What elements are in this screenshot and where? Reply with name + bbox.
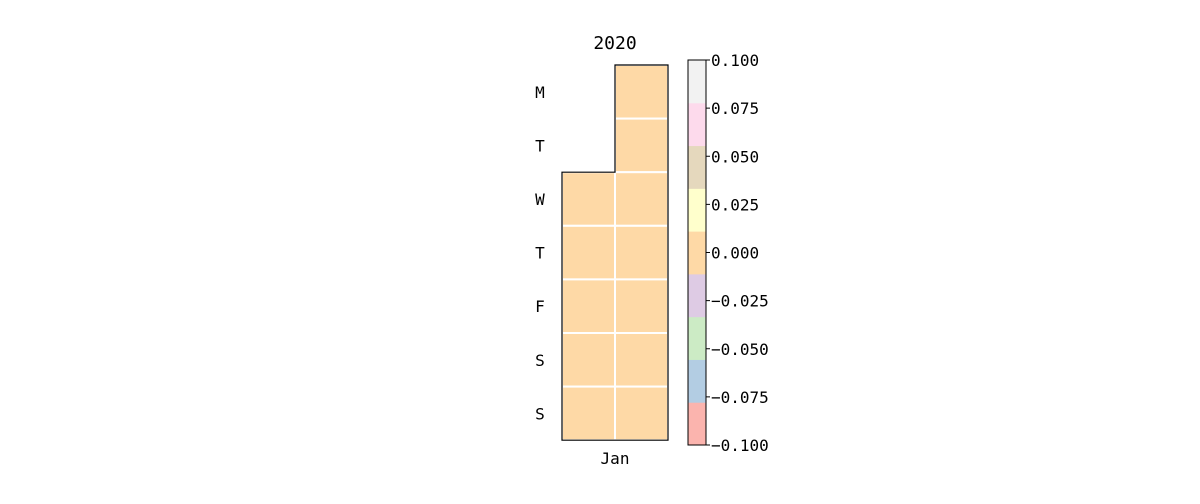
colorbar-tick-label: 0.100: [711, 51, 759, 70]
heatmap-cell: [561, 385, 616, 442]
colorbar-swatch: [688, 60, 706, 104]
calendar-outline: [561, 64, 669, 441]
heatmap-cell: [614, 224, 669, 281]
colorbar: 0.100 0.075 0.050 0.025 0.000 −0.025 −0.050 −0.…: [687, 51, 769, 455]
colorbar-tick-label: 0.000: [711, 244, 759, 263]
month-labels: Jan: [601, 449, 630, 468]
colorbar-swatch: [688, 402, 706, 446]
colorbar-swatch: [688, 102, 706, 147]
weekday-label: F: [535, 297, 545, 316]
weekday-label: S: [535, 351, 545, 370]
heatmap-cells: [561, 64, 669, 442]
colorbar-tick-label: −0.075: [711, 388, 769, 407]
heatmap-cell: [614, 171, 669, 227]
weekday-label: M: [535, 83, 545, 102]
weekday-label: S: [535, 404, 545, 423]
heatmap-cell: [614, 64, 669, 120]
colorbar-tick-label: −0.100: [711, 436, 769, 455]
colorbar-ticks: 0.100 0.075 0.050 0.025 0.000 −0.025 −0.050 −0.…: [706, 51, 769, 455]
heatmap-cell: [614, 117, 669, 174]
weekday-label: W: [535, 190, 545, 209]
colorbar-swatch: [688, 273, 706, 318]
colorbar-swatch: [688, 316, 706, 360]
heatmap-cell: [561, 224, 616, 281]
heatmap-cell: [561, 171, 616, 227]
colorbar-swatch: [688, 359, 706, 403]
chart-title: 2020: [593, 33, 636, 54]
heatmap-cell: [561, 332, 616, 388]
colorbar-tick-label: 0.050: [711, 147, 759, 166]
colorbar-swatch: [688, 188, 706, 232]
weekday-label: T: [535, 136, 545, 155]
colorbar-tick-label: 0.075: [711, 99, 759, 118]
colorbar-tick-label: −0.025: [711, 292, 769, 311]
colorbar-tick-label: 0.025: [711, 195, 759, 214]
month-label: Jan: [601, 449, 630, 468]
colorbar-swatch: [688, 231, 706, 275]
heatmap-cell: [614, 332, 669, 388]
heatmap-cell: [561, 278, 616, 334]
colorbar-swatches: [688, 60, 706, 446]
weekday-label: T: [535, 244, 545, 263]
colorbar-tick-label: −0.050: [711, 340, 769, 359]
colorbar-swatch: [688, 145, 706, 189]
heatmap-cell: [614, 385, 669, 442]
weekday-labels: M T W T F S S: [535, 83, 545, 424]
heatmap-cell: [614, 278, 669, 334]
